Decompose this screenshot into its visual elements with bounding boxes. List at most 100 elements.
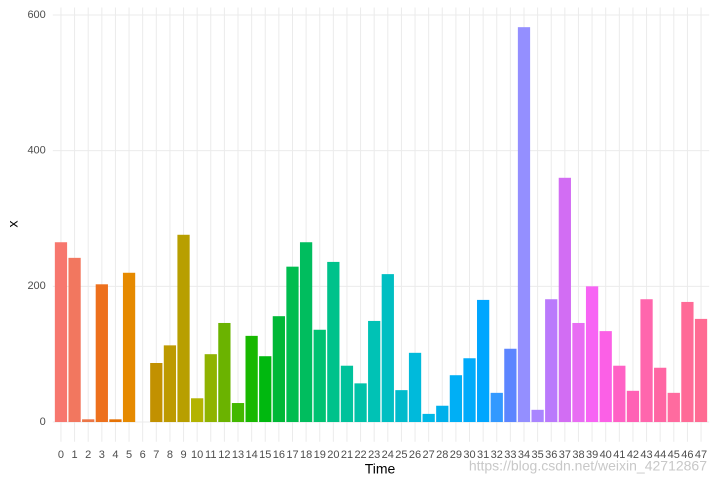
y-tick-label: 400 [27, 145, 45, 157]
bar [640, 299, 653, 423]
bar [313, 329, 326, 423]
x-tick-label: 24 [382, 449, 394, 461]
bar [585, 286, 599, 423]
bar [109, 419, 122, 423]
bar [204, 354, 217, 423]
x-tick-label: 39 [586, 449, 598, 461]
bar [245, 335, 258, 423]
x-tick-label: 32 [491, 449, 503, 461]
bar [340, 365, 354, 423]
x-tick-label: 1 [72, 449, 78, 461]
bar [667, 392, 680, 423]
bar [545, 299, 558, 423]
bar [354, 383, 367, 423]
x-tick-label: 40 [600, 449, 612, 461]
bar [504, 348, 517, 423]
x-tick-label: 41 [613, 449, 625, 461]
bar [517, 27, 531, 423]
bar [626, 390, 640, 423]
bar [422, 413, 435, 423]
x-tick-label: 31 [477, 449, 489, 461]
bar [381, 274, 394, 423]
x-tick-label: 6 [140, 449, 146, 461]
bar [599, 331, 612, 423]
bar [82, 419, 95, 423]
bar [449, 375, 463, 423]
bar [654, 367, 667, 423]
x-tick-label: 29 [450, 449, 462, 461]
bar [272, 316, 285, 423]
bar [572, 322, 585, 423]
y-tick-label: 200 [27, 280, 45, 292]
x-tick-label: 14 [246, 449, 258, 461]
x-tick-label: 11 [205, 449, 216, 461]
bar [177, 234, 190, 423]
x-tick-label: 15 [259, 449, 271, 461]
watermark: https://blog.csdn.net/weixin_42712867 [469, 458, 707, 474]
bar [68, 257, 81, 423]
bar [395, 390, 408, 423]
x-tick-label: 43 [640, 449, 652, 461]
x-tick-label: 21 [341, 449, 353, 461]
bar [218, 322, 231, 423]
x-axis-title: Time [365, 461, 396, 477]
x-tick-label: 44 [654, 449, 666, 461]
x-tick-label: 17 [286, 449, 298, 461]
x-tick-label: 45 [668, 449, 680, 461]
x-tick-label: 25 [395, 449, 407, 461]
bar [54, 242, 68, 423]
bar [95, 284, 108, 423]
x-tick-label: 12 [218, 449, 230, 461]
x-tick-label: 8 [167, 449, 173, 461]
x-tick-label: 9 [180, 449, 186, 461]
bar [613, 365, 626, 423]
x-tick-label: 3 [99, 449, 105, 461]
bar [490, 392, 503, 423]
x-tick-label: 42 [627, 449, 639, 461]
x-tick-label: 46 [681, 449, 693, 461]
bar [286, 266, 299, 423]
x-tick-label: 22 [354, 449, 366, 461]
x-tick-label: 10 [191, 449, 203, 461]
x-tick-label: 5 [126, 449, 132, 461]
x-tick-label: 47 [695, 449, 707, 461]
bar [327, 261, 340, 423]
bar [463, 358, 476, 423]
bar [408, 352, 422, 423]
x-tick-label: 2 [85, 449, 91, 461]
x-tick-label: 26 [409, 449, 421, 461]
y-tick-label: 0 [40, 416, 46, 428]
x-tick-label: 34 [518, 449, 530, 461]
x-tick-label: 16 [273, 449, 285, 461]
y-axis-title: x [5, 221, 21, 228]
bar [694, 318, 708, 423]
x-tick-label: 33 [504, 449, 516, 461]
bar [150, 363, 163, 423]
x-tick-label: 37 [559, 449, 571, 461]
x-tick-label: 23 [368, 449, 380, 461]
bar [231, 403, 245, 423]
x-tick-label: 13 [232, 449, 244, 461]
bar [436, 405, 449, 423]
x-tick-label: 27 [423, 449, 435, 461]
x-tick-label: 20 [327, 449, 339, 461]
x-tick-label: 0 [58, 449, 64, 461]
x-tick-label: 4 [112, 449, 118, 461]
bar [299, 242, 313, 423]
y-tick-label: 600 [27, 9, 45, 21]
bar [259, 356, 272, 423]
bar [477, 299, 490, 423]
bar [191, 398, 204, 423]
bar [531, 409, 544, 423]
bar [122, 272, 136, 423]
x-tick-label: 28 [436, 449, 448, 461]
x-tick-label: 19 [314, 449, 326, 461]
x-tick-label: 38 [572, 449, 584, 461]
x-tick-label: 18 [300, 449, 312, 461]
bar [368, 320, 381, 423]
bar [681, 301, 694, 423]
x-tick-label: 30 [463, 449, 475, 461]
x-tick-label: 35 [531, 449, 543, 461]
x-tick-label: 7 [153, 449, 159, 461]
